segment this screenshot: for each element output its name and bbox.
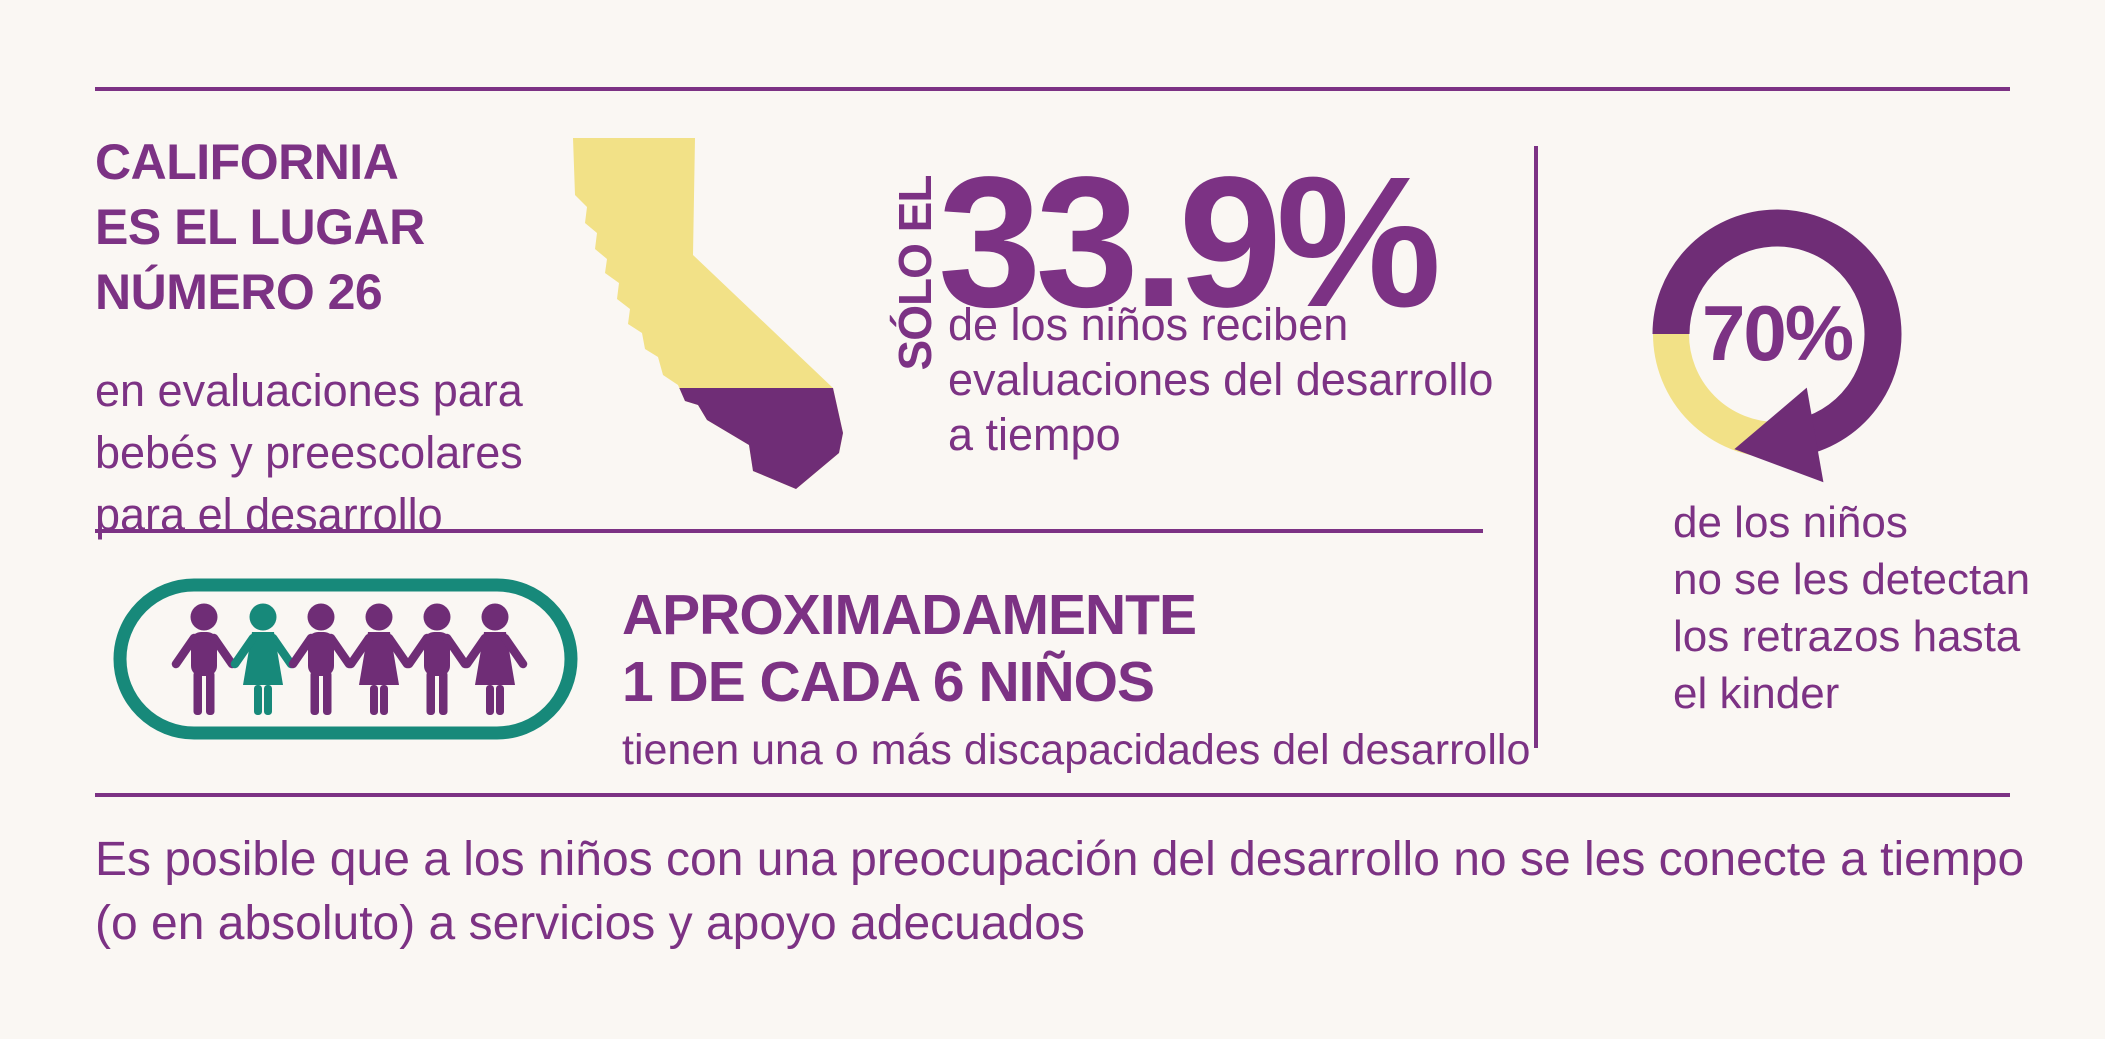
divider-vertical: [1534, 146, 1538, 748]
ranking-subtext-line: bebés y preescolares: [95, 427, 523, 478]
prevalence-headline-line: 1 DE CADA 6 NIÑOS: [622, 650, 1155, 714]
screening-description-line: evaluaciones del desarrollo: [948, 354, 1494, 405]
footer-line: (o en absoluto) a servicios y apoyo adec…: [95, 897, 1085, 950]
person-icon: [409, 604, 465, 716]
prevalence-block: APROXIMADAMENTE 1 DE CADA 6 NIÑOS tienen…: [622, 582, 1530, 776]
kindergarten-description-line: de los niños: [1673, 498, 1908, 547]
ranking-subtext: en evaluaciones para bebés y preescolare…: [95, 360, 523, 546]
divider-bottom: [95, 793, 2010, 797]
person-icon: [467, 604, 523, 716]
kindergarten-description-line: no se les detectan: [1673, 555, 2031, 604]
screening-stat: 33.9%: [938, 139, 1441, 346]
california-map-south: [573, 388, 843, 489]
ranking-headline: CALIFORNIA ES EL LUGAR NÚMERO 26: [95, 130, 425, 325]
screening-kicker: SÓLO EL: [889, 175, 941, 371]
prevalence-headline-line: APROXIMADAMENTE: [622, 583, 1197, 647]
person-icon: [351, 604, 407, 716]
divider-top: [95, 87, 2010, 91]
circular-arrow-chart: [1652, 209, 1902, 483]
kindergarten-stat: 70%: [1701, 289, 1854, 377]
ranking-headline-line: CALIFORNIA: [95, 134, 399, 190]
kindergarten-description-line: los retrazos hasta: [1673, 612, 2021, 661]
screening-description-line: a tiempo: [948, 409, 1121, 460]
screening-description: de los niños reciben evaluaciones del de…: [948, 297, 1493, 462]
chart-purple-arc: [1652, 209, 1902, 457]
person-icon: [293, 604, 349, 716]
divider-middle: [95, 529, 1483, 533]
prevalence-subtext: tienen una o más discapacidades del desa…: [622, 726, 1531, 774]
footer-note: Es posible que a los niños con una preoc…: [95, 828, 2024, 956]
ranking-subtext-line: para el desarrollo: [95, 489, 443, 540]
people-holding-hands-icon: [113, 578, 578, 740]
person-icon-highlighted: [235, 604, 291, 716]
ranking-headline-line: NÚMERO 26: [95, 264, 383, 320]
footer-line: Es posible que a los niños con una preoc…: [95, 833, 2025, 886]
kindergarten-description-line: el kinder: [1673, 669, 1840, 718]
kindergarten-description: de los niños no se les detectan los retr…: [1673, 494, 2030, 722]
screening-description-line: de los niños reciben: [948, 299, 1349, 350]
ranking-headline-line: ES EL LUGAR: [95, 199, 425, 255]
ranking-subtext-line: en evaluaciones para: [95, 365, 523, 416]
chart-arrowhead-icon: [1734, 387, 1824, 483]
person-icon: [176, 604, 232, 716]
pill-outline: [113, 578, 578, 740]
california-map-icon: [573, 138, 843, 489]
